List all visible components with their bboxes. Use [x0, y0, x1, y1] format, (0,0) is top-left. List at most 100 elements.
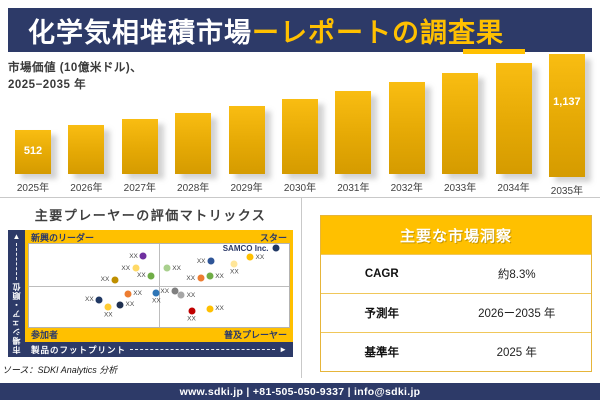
- bar-2033年: [442, 72, 479, 174]
- y-axis-dashed-line: [16, 243, 17, 280]
- competitive-matrix: ▲ 市場シェア・順位 新興のリーダー スター XX XX XX XX XX XX XX XX X…: [8, 230, 293, 357]
- matrix-point-label: XX: [186, 291, 196, 299]
- matrix-point-label: XX: [186, 274, 196, 282]
- bar-group-2032年: 2032年: [386, 54, 428, 194]
- matrix-point-label: XX: [187, 315, 196, 323]
- insights-row-label: CAGR: [364, 268, 399, 280]
- bar-track: [121, 54, 158, 174]
- matrix-point: XX: [137, 272, 155, 280]
- matrix-point: XX: [177, 291, 195, 299]
- chart-caption-line1: 市場価値 (10億米ドル)、: [8, 62, 143, 74]
- bar-2025年: 512: [15, 130, 51, 174]
- matrix-point-samco: SAMCO Inc.: [223, 244, 280, 253]
- bar-track: 512: [15, 54, 51, 174]
- x-axis-tick: 2025年: [16, 183, 50, 194]
- matrix-point-label: XX: [85, 296, 94, 304]
- x-axis-tick: 2035年: [550, 185, 584, 197]
- bar-2027年: [121, 118, 158, 174]
- bar-2032年: [388, 82, 425, 174]
- matrix-point-label: XX: [160, 287, 170, 295]
- x-axis-tick: 2028年: [177, 183, 210, 194]
- chart-caption: 市場価値 (10億米ドル)、 2025−2035 年: [8, 60, 142, 93]
- insights-row-基準年: 基準年 2025 年: [321, 332, 591, 371]
- bar-group-2028年: 2028年: [172, 54, 214, 194]
- matrix-y-axis: ▲ 市場シェア・順位: [8, 230, 25, 357]
- x-axis-tick: 2026年: [70, 183, 103, 194]
- matrix-point-label: XX: [215, 272, 224, 280]
- bar-group-2031年: 2031年: [332, 54, 374, 194]
- bar-track: [335, 54, 372, 174]
- matrix-point: XX: [85, 296, 103, 304]
- bar-group-2026年: 2026年: [65, 54, 107, 194]
- matrix-point-label: XX: [255, 253, 265, 261]
- matrix-point: XX: [129, 252, 147, 260]
- bar-track: [388, 54, 425, 174]
- bar-track: [175, 54, 212, 174]
- bar-2034年: [495, 62, 532, 174]
- matrix-point: XX: [230, 260, 239, 275]
- matrix-point-label: XX: [137, 272, 146, 280]
- matrix-point-label: XX: [121, 264, 131, 272]
- x-axis-tick: 2030年: [283, 183, 317, 194]
- matrix-point-label: XX: [230, 268, 239, 276]
- x-axis-tick: 2029年: [230, 183, 263, 194]
- bar-2030年: [281, 98, 318, 174]
- matrix-x-axis: 製品のフットプリント ►: [25, 342, 293, 357]
- matrix-point: XX: [124, 290, 142, 298]
- insights-row-label: 予測年: [364, 308, 400, 320]
- matrix-point-label: XX: [215, 305, 224, 313]
- x-axis-dashed-line: [130, 349, 276, 350]
- matrix-point: XX: [186, 274, 205, 282]
- matrix-bottom-labels: 参加者 普及プレーヤー: [28, 328, 290, 340]
- matrix-point: XX: [160, 287, 179, 295]
- quadrant-label-star: スター: [259, 232, 287, 243]
- matrix-point-label: XX: [100, 276, 110, 284]
- matrix-point-label: XX: [152, 297, 161, 305]
- bar-group-2027年: 2027年: [119, 54, 161, 194]
- bar-track: [228, 54, 265, 174]
- x-axis-label: 製品のフットプリント: [31, 344, 127, 355]
- chart-caption-line2: 2025−2035 年: [8, 78, 87, 91]
- quadrant-label-participants: 参加者: [31, 329, 59, 340]
- section-divider-vertical: [301, 197, 302, 378]
- x-axis-tick: 2027年: [123, 183, 156, 194]
- header-accent-underline: [463, 49, 525, 54]
- page-title-main: 化学気相堆積市場: [28, 17, 252, 48]
- matrix-point-label: XX: [172, 264, 181, 272]
- footer-bar: www.sdki.jp | +81-505-050-9337 | info@sd…: [0, 383, 600, 400]
- market-value-bar-chart: 512 2025年 2026年 2027年 2028年 2029年 2030年 2031年 20…: [12, 54, 588, 197]
- bar-group-2029年: 2029年: [226, 54, 268, 194]
- matrix-point-label: SAMCO Inc.: [222, 243, 269, 253]
- insights-rows: CAGR 約8.3% 予測年 2026ー2035 年基準年 2025 年: [321, 254, 591, 371]
- insights-row-value: 2026ー2035 年: [478, 308, 556, 320]
- matrix-point-label: XX: [133, 290, 142, 298]
- bar-track: 1,137: [548, 54, 585, 177]
- matrix-point: XX: [197, 257, 215, 265]
- bar-2026年: [68, 124, 105, 174]
- matrix-point-label: XX: [196, 257, 206, 265]
- y-axis-label: 市場シェア・順位: [12, 282, 21, 354]
- arrow-up-icon: ▲: [12, 232, 21, 241]
- bar-2035年: 1,137: [548, 54, 585, 177]
- header-banner: 化学気相堆積市場ーレポートの調査果: [8, 8, 592, 54]
- matrix-point: XX: [187, 307, 196, 323]
- bar-track: [281, 54, 318, 174]
- matrix-point: XX: [104, 303, 113, 319]
- bar-value-label: 1,137: [553, 95, 581, 108]
- bar-2028年: [175, 112, 212, 174]
- matrix-point: XX: [101, 276, 119, 284]
- bar-group-2034年: 2034年: [493, 54, 535, 194]
- matrix-point-label: XX: [103, 311, 113, 319]
- arrow-right-icon: ►: [279, 344, 287, 354]
- quadrant-label-pervasive-players: 普及プレーヤー: [223, 329, 287, 340]
- x-axis-tick: 2034年: [497, 183, 530, 194]
- matrix-point: XX: [246, 253, 264, 261]
- insights-panel: 主要な市場洞察 CAGR 約8.3% 予測年 2026ー2035 年基準年 2025 年: [320, 215, 592, 372]
- bar-track: [68, 54, 105, 174]
- matrix-plot: XX XX XX XX XX XX XX XX XX SAMCO Inc. XX XX XX XX XX XX…: [28, 243, 290, 328]
- insights-row-label: 基準年: [364, 347, 400, 359]
- matrix-panel: 主要プレーヤーの評価マトリックス ▲ 市場シェア・順位 新興のリーダー スター …: [0, 197, 301, 383]
- footer-contact: www.sdki.jp | +81-505-050-9337 | info@sd…: [179, 385, 421, 398]
- section-divider-horizontal: [0, 197, 600, 198]
